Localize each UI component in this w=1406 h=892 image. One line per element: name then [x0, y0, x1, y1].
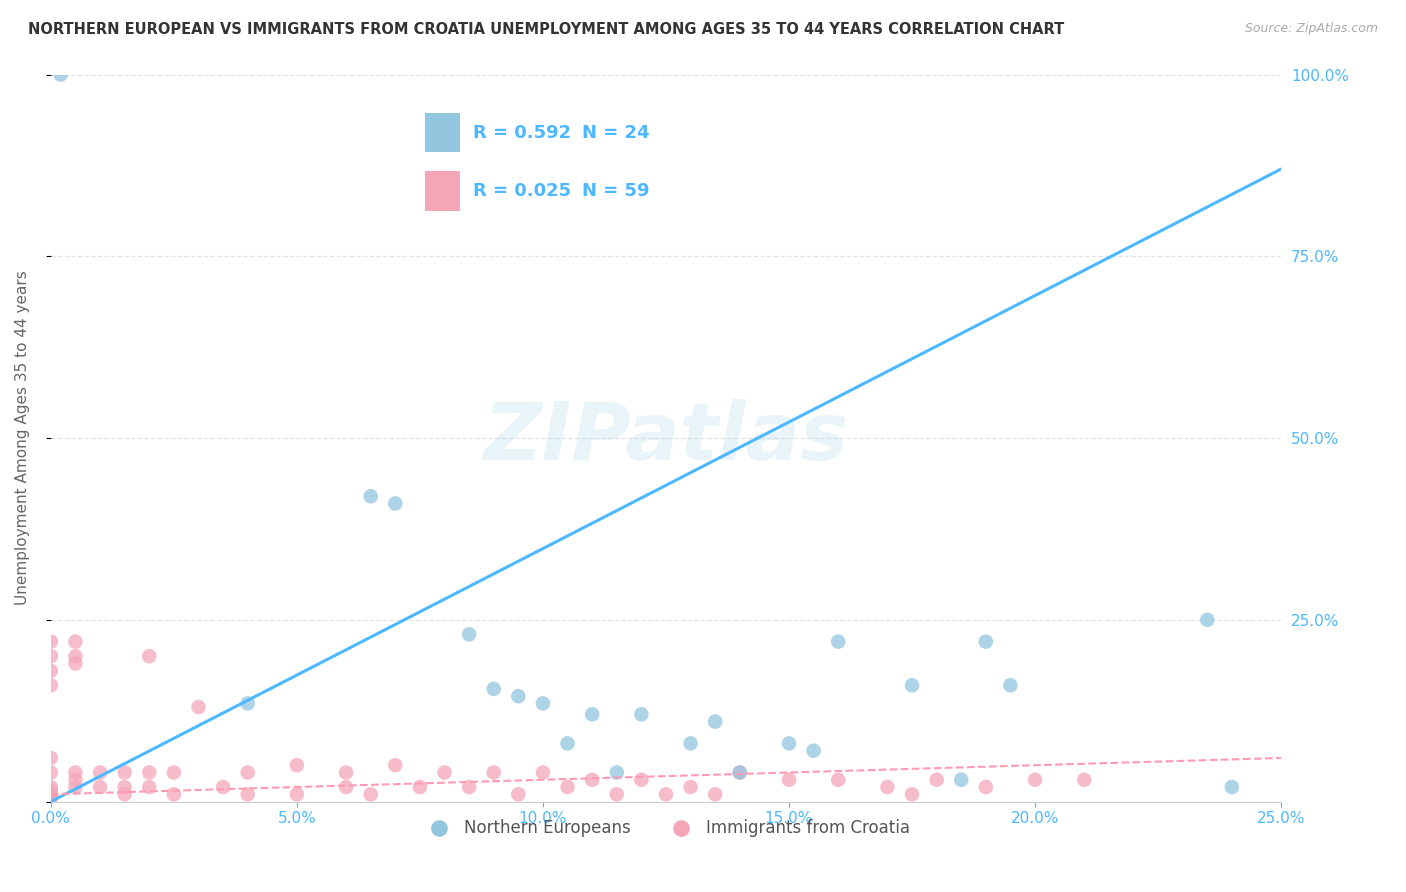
- Point: [285, 758, 308, 772]
- Point: [974, 634, 997, 648]
- Point: [138, 780, 160, 794]
- Point: [335, 765, 357, 780]
- Point: [138, 765, 160, 780]
- Point: [655, 787, 678, 801]
- Point: [285, 787, 308, 801]
- Point: [679, 780, 702, 794]
- Point: [39, 791, 62, 805]
- Point: [89, 780, 111, 794]
- Point: [581, 772, 603, 787]
- Point: [39, 678, 62, 692]
- Point: [876, 780, 898, 794]
- Point: [39, 649, 62, 664]
- Point: [728, 765, 751, 780]
- Point: [49, 68, 72, 82]
- Point: [39, 664, 62, 678]
- Point: [384, 758, 406, 772]
- Point: [606, 787, 628, 801]
- Point: [433, 765, 456, 780]
- Point: [458, 780, 481, 794]
- Point: [778, 772, 800, 787]
- Point: [65, 772, 87, 787]
- Point: [1073, 772, 1095, 787]
- Point: [138, 649, 160, 664]
- Point: [360, 787, 382, 801]
- Point: [187, 700, 209, 714]
- Point: [384, 496, 406, 510]
- Point: [1024, 772, 1046, 787]
- Point: [89, 765, 111, 780]
- Point: [65, 780, 87, 794]
- Point: [531, 697, 554, 711]
- Point: [901, 787, 924, 801]
- Point: [39, 634, 62, 648]
- Point: [581, 707, 603, 722]
- Point: [39, 783, 62, 797]
- Point: [236, 697, 259, 711]
- Point: [827, 772, 849, 787]
- Point: [114, 780, 136, 794]
- Point: [950, 772, 973, 787]
- Point: [704, 714, 727, 729]
- Point: [630, 707, 652, 722]
- Legend: Northern Europeans, Immigrants from Croatia: Northern Europeans, Immigrants from Croa…: [416, 813, 917, 844]
- Point: [409, 780, 432, 794]
- Point: [704, 787, 727, 801]
- Point: [212, 780, 235, 794]
- Point: [827, 634, 849, 648]
- Point: [39, 787, 62, 801]
- Point: [901, 678, 924, 692]
- Point: [508, 689, 530, 703]
- Point: [163, 765, 186, 780]
- Point: [778, 736, 800, 750]
- Point: [728, 765, 751, 780]
- Y-axis label: Unemployment Among Ages 35 to 44 years: Unemployment Among Ages 35 to 44 years: [15, 270, 30, 606]
- Point: [458, 627, 481, 641]
- Point: [65, 649, 87, 664]
- Point: [39, 780, 62, 794]
- Point: [803, 744, 825, 758]
- Point: [482, 765, 505, 780]
- Point: [557, 780, 579, 794]
- Point: [974, 780, 997, 794]
- Point: [65, 657, 87, 671]
- Text: ZIPatlas: ZIPatlas: [484, 399, 848, 477]
- Point: [925, 772, 948, 787]
- Point: [679, 736, 702, 750]
- Point: [1000, 678, 1022, 692]
- Point: [114, 787, 136, 801]
- Point: [236, 787, 259, 801]
- Point: [360, 489, 382, 503]
- Point: [1197, 613, 1219, 627]
- Point: [557, 736, 579, 750]
- Point: [114, 765, 136, 780]
- Point: [531, 765, 554, 780]
- Point: [335, 780, 357, 794]
- Point: [65, 765, 87, 780]
- Point: [508, 787, 530, 801]
- Point: [606, 765, 628, 780]
- Point: [630, 772, 652, 787]
- Point: [65, 634, 87, 648]
- Point: [39, 789, 62, 803]
- Point: [1220, 780, 1243, 794]
- Point: [39, 751, 62, 765]
- Point: [163, 787, 186, 801]
- Point: [236, 765, 259, 780]
- Point: [482, 681, 505, 696]
- Text: NORTHERN EUROPEAN VS IMMIGRANTS FROM CROATIA UNEMPLOYMENT AMONG AGES 35 TO 44 YE: NORTHERN EUROPEAN VS IMMIGRANTS FROM CRO…: [28, 22, 1064, 37]
- Text: Source: ZipAtlas.com: Source: ZipAtlas.com: [1244, 22, 1378, 36]
- Point: [39, 765, 62, 780]
